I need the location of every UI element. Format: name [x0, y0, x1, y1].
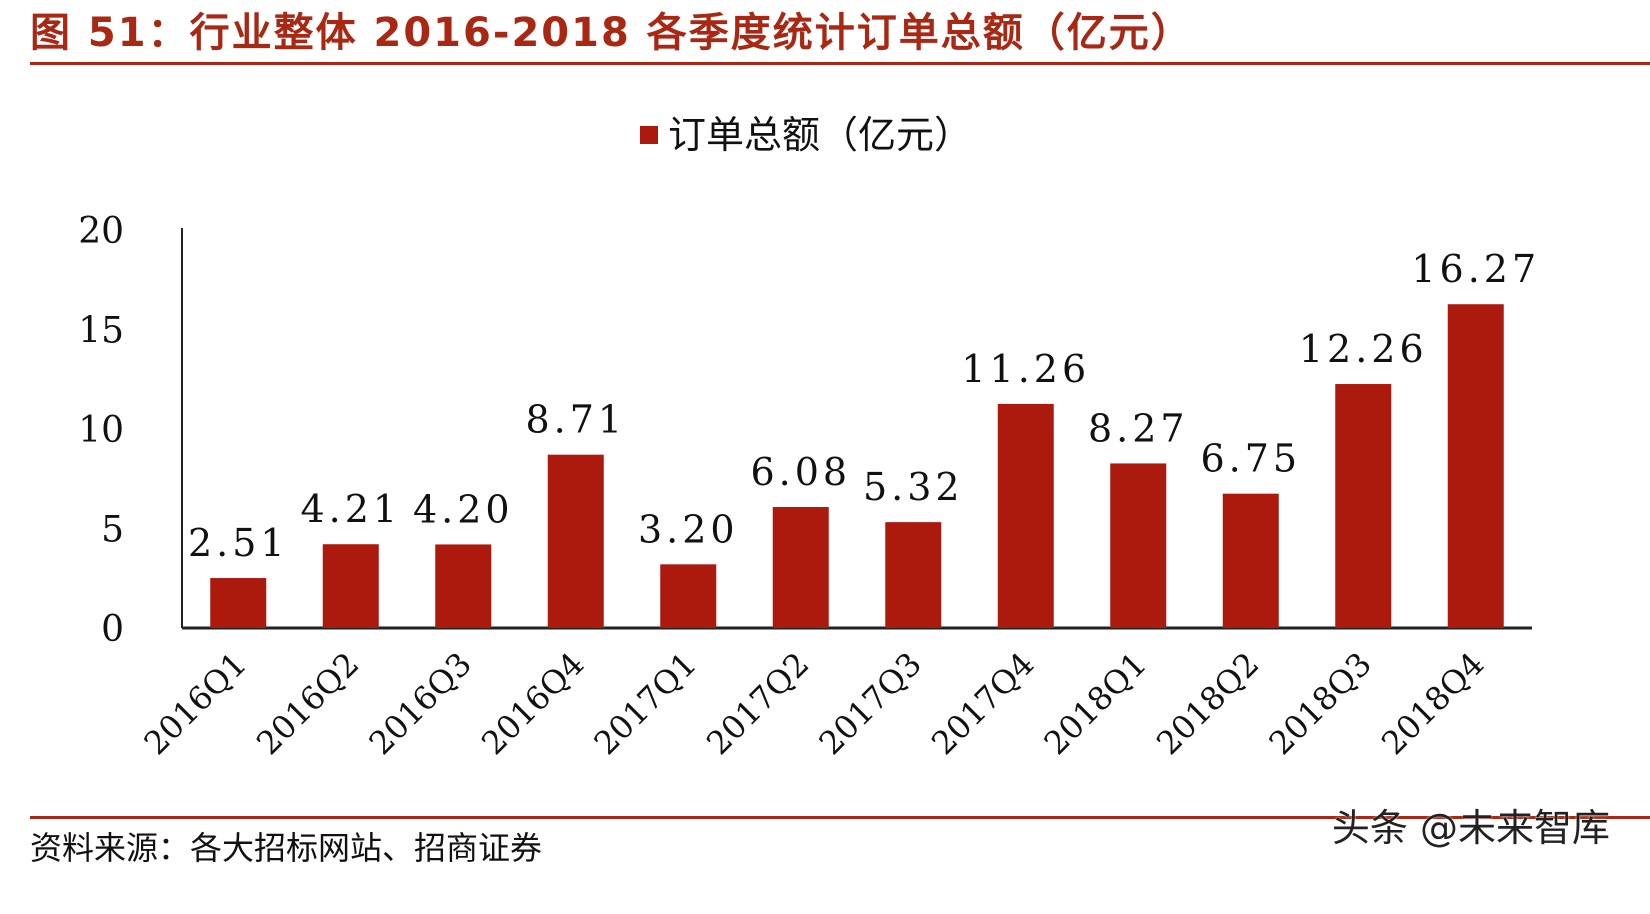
bar [1447, 304, 1504, 628]
x-tick-label: 2018Q1 [1037, 645, 1154, 762]
x-tick-label: 2017Q1 [587, 645, 704, 762]
data-label: 8.27 [1088, 406, 1189, 450]
source-note: 资料来源：各大招标网站、招商证券 [30, 829, 543, 867]
data-label: 5.32 [863, 465, 964, 509]
bar [435, 544, 492, 628]
y-tick-label: 15 [78, 311, 124, 352]
data-label: 4.21 [300, 487, 401, 531]
legend-label: 订单总额（亿元） [668, 113, 972, 157]
bar-chart: 订单总额（亿元） 0 5 10 15 20 2.51 2016Q1 4.21 2016Q2 4.20… [78, 113, 1540, 762]
x-tick-label: 2016Q1 [137, 645, 254, 762]
title-rule [30, 62, 1650, 65]
x-tick-label: 2018Q3 [1262, 645, 1379, 762]
watermark: 头条 @未来智库 [1331, 806, 1610, 850]
data-label: 8.71 [525, 398, 626, 442]
x-tick-label: 2016Q3 [362, 645, 479, 762]
x-tick-label: 2016Q4 [474, 645, 591, 762]
bar [547, 454, 604, 628]
data-label: 12.26 [1299, 327, 1428, 371]
bar [210, 578, 267, 628]
data-label: 11.26 [961, 347, 1090, 391]
footer-rule [30, 816, 1650, 819]
bar [1110, 463, 1167, 628]
x-tick-label: 2017Q2 [699, 645, 816, 762]
bar [322, 544, 379, 628]
y-tick-label: 20 [78, 211, 124, 252]
bar [1222, 493, 1279, 628]
legend-swatch [640, 126, 658, 144]
data-label: 4.20 [413, 487, 514, 531]
x-tick-label: 2017Q4 [924, 645, 1041, 762]
bar [885, 522, 942, 628]
bar [660, 564, 717, 628]
data-label: 3.20 [638, 507, 739, 551]
x-tick-label: 2018Q2 [1149, 645, 1266, 762]
data-label: 6.08 [750, 450, 851, 494]
y-tick-label: 0 [101, 609, 124, 650]
figure-title: 图 51：行业整体 2016-2018 各季度统计订单总额（亿元） [30, 10, 1193, 56]
x-tick-label: 2017Q3 [812, 645, 929, 762]
bar [772, 507, 829, 628]
data-label: 6.75 [1200, 437, 1301, 481]
y-tick-label: 5 [101, 510, 124, 551]
data-label: 2.51 [188, 521, 289, 565]
y-tick-label: 10 [78, 410, 124, 451]
bar [997, 403, 1054, 628]
bar [1335, 384, 1392, 628]
x-tick-label: 2016Q2 [249, 645, 366, 762]
x-tick-label: 2018Q4 [1374, 645, 1491, 762]
data-label: 16.27 [1411, 247, 1540, 291]
